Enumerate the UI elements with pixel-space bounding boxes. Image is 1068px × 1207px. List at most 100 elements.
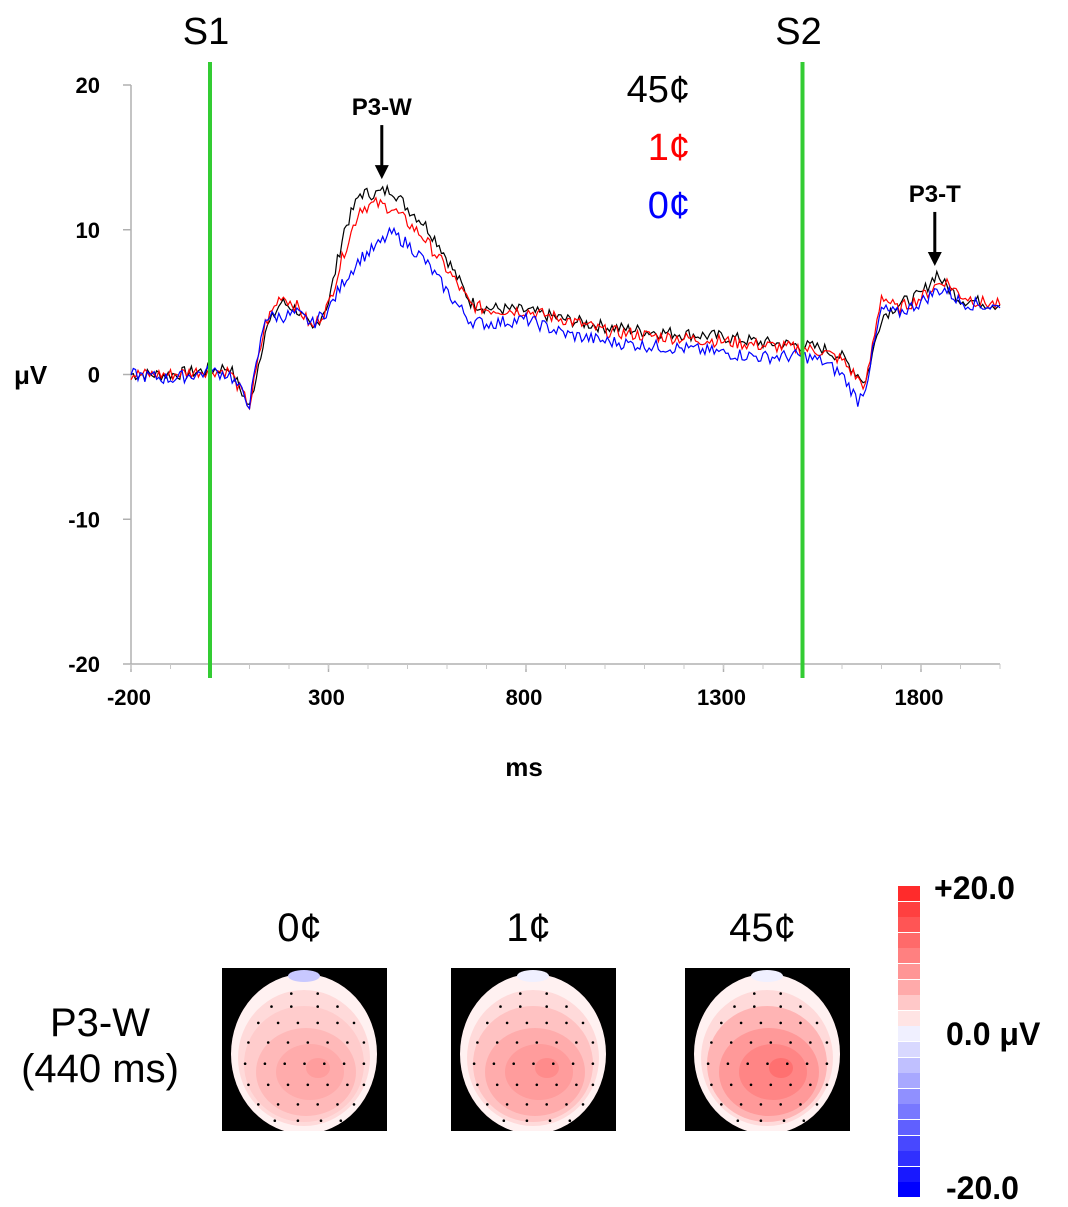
electrode-dot [515,1083,519,1087]
electrode-dot [247,1083,250,1087]
electrode-dot [815,1103,819,1106]
topomap-title-0: 0¢ [277,906,322,950]
electrode-dot [825,1083,829,1087]
electrode-dot [591,1041,595,1044]
colorbar-cell [898,1073,920,1089]
electrode-dot [591,1062,595,1065]
electrode-dot [720,1021,723,1025]
y-tick-label: -10 [68,507,100,532]
colorbar-cell [898,1088,920,1104]
electrode-dot [575,1083,578,1087]
electrode-dot [759,1103,763,1106]
electrode-dot [769,1083,773,1087]
electrode-dot [336,1005,339,1008]
electrode-dot [276,1021,280,1025]
electrode-dot [736,1119,740,1122]
colorbar-cell [898,901,920,917]
electrode-dot [290,1005,293,1008]
electrode-dot [769,1041,773,1044]
chart-markers-layer: S1 S2 [183,11,822,678]
electrode-dot [472,1062,476,1065]
electrode-dot [565,1021,568,1025]
electrode-dot [545,1021,548,1025]
electrode-dot [502,1119,506,1122]
electrode-dot [286,1041,290,1044]
electrode-dot [726,1062,730,1065]
electrode-dot [739,1021,743,1025]
electrode-dot [710,1083,713,1087]
electrode-dot [243,1062,247,1065]
electrode-dot [815,1021,819,1025]
electrode-dot [532,1062,535,1065]
electrode-dot [362,1062,366,1065]
colorbar-mid-label: 0.0 μV [946,1016,1041,1052]
colorbar-cell [898,932,920,948]
electrode-dot [283,1062,286,1065]
topomap-title-1: 1¢ [506,906,551,950]
annotation-arrow-head [927,251,942,266]
annotation-label-p3-w: P3-W [352,94,412,121]
legend-entry-2: 0¢ [648,185,690,227]
colorbar-min-label: -20.0 [946,1170,1019,1206]
y-tick-label: 10 [76,218,100,243]
colorbar-cell [898,1135,920,1151]
electrode-dot [789,1083,792,1087]
topomap-2 [685,968,850,1131]
colorbar-cell [898,1166,920,1182]
electrode-dot [799,1005,802,1008]
x-tick-label: -200 [107,685,151,710]
electrode-dot [555,1083,558,1087]
electrode-dot [729,1083,733,1087]
electrode-dot [581,1103,585,1106]
electrode-dot [296,1119,300,1122]
electrode-dot [733,1005,736,1008]
electrode-dot [336,1021,339,1025]
electrode-dot [303,1062,306,1065]
electrode-dot [247,1041,250,1044]
marker-label-s2: S2 [775,11,821,53]
colorbar-cell [898,948,920,964]
electrode-dot [591,1083,595,1087]
electrode-dot [316,1021,319,1025]
colorbar-cell [898,1026,920,1042]
electrode-dot [326,1041,329,1044]
colorbar-cell [898,1120,920,1135]
electrode-dot [316,992,319,995]
y-axis-label: μV [14,360,48,390]
colorbar-cell [898,1182,920,1198]
electrode-dot [825,1062,829,1065]
electrode-dot [352,1103,356,1106]
electrode-dot [296,1021,300,1025]
electrode-dot [486,1103,489,1106]
electrode-dot [779,1103,782,1106]
electrode-dot [266,1041,270,1044]
electrode-dot [476,1083,479,1087]
electrode-dot [809,1083,812,1087]
chart-axes: 20 10 0 -10 -20 -200 300 800 1300 1800 ms μV [14,73,1001,782]
colorbar-cell [898,917,920,933]
electrode-dot [766,1062,769,1065]
x-axis-label: ms [505,752,543,782]
electrode-dot [476,1041,479,1044]
electrode-dot [296,1103,300,1106]
electrode-dot [746,1062,749,1065]
electrode-dot [519,992,522,995]
topo-row-label-line2: (440 ms) [21,1047,179,1091]
electrode-dot [499,1005,502,1008]
electrode-dot [266,1083,270,1087]
electrode-dot [505,1021,509,1025]
series-line-2 [130,226,1001,411]
marker-label-s1: S1 [183,11,229,53]
electrode-dot [346,1083,349,1087]
electrode-dot [779,1021,782,1025]
electrode-dot [495,1041,499,1044]
topomap-1 [451,968,616,1131]
electrode-dot [505,1103,509,1106]
electrode-dot [346,1041,349,1044]
electrode-dot [575,1041,578,1044]
electrode-dot [739,1103,743,1106]
electrode-dot [809,1041,812,1044]
colorbar-cell [898,1010,920,1026]
electrode-dot [706,1062,710,1065]
electrode-dot [545,1005,548,1008]
